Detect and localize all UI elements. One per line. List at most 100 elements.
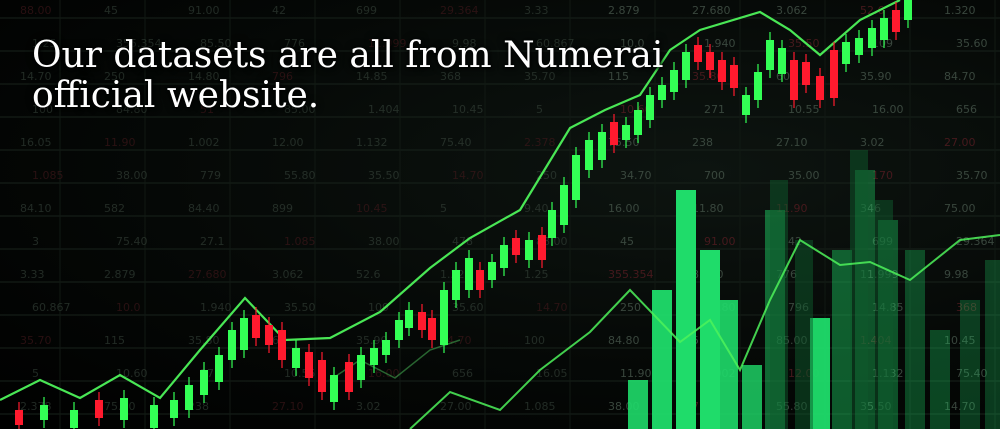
candle-body (694, 45, 702, 62)
candlestick (610, 114, 618, 153)
candlestick (560, 177, 568, 233)
volume-bar (810, 318, 830, 429)
candlestick (440, 282, 448, 353)
volume-bar (875, 200, 893, 429)
candle-body (330, 375, 338, 402)
ticker-label: 355.354 (608, 268, 654, 281)
candlestick (816, 68, 824, 108)
ticker-label: 1.25 (524, 268, 549, 281)
candle-body (855, 38, 863, 55)
candlestick (357, 347, 365, 388)
ticker-label: 1.940 (200, 301, 232, 314)
candle-body (278, 330, 286, 360)
ticker-label: 84.80 (608, 334, 640, 347)
candle-body (382, 340, 390, 355)
ticker-label: 776 (284, 37, 305, 50)
ticker-label: 14.85 (356, 70, 388, 83)
ticker-label: 91.00 (704, 235, 736, 248)
candle-body (70, 410, 78, 428)
ticker-label: 115 (104, 334, 125, 347)
candlestick (730, 57, 738, 96)
ticker-label: 14.70 (452, 169, 484, 182)
ticker-label: 5 (536, 103, 543, 116)
ticker-label: 3.02 (860, 136, 885, 149)
ticker-label: 52.6 (860, 4, 885, 17)
ticker-label: 250 (104, 70, 125, 83)
ticker-label: 14.70 (20, 70, 52, 83)
ticker-label: 3 (32, 235, 39, 248)
ticker-label: 11.90 (620, 367, 652, 380)
ticker-label: 75.40 (956, 367, 988, 380)
candle-body (525, 240, 533, 260)
candle-body (465, 258, 473, 290)
ticker-label: 699 (356, 4, 377, 17)
ticker-label: 100 (524, 334, 545, 347)
ticker-label: 52.6 (356, 268, 381, 281)
candle-body (440, 290, 448, 345)
candlestick (200, 362, 208, 403)
candlestick (185, 377, 193, 418)
candle-body (868, 28, 876, 48)
candle-body (512, 238, 520, 255)
candlestick (428, 310, 436, 348)
ticker-label: 35.00 (788, 169, 820, 182)
candle-body (185, 385, 193, 410)
candlestick (465, 250, 473, 298)
ticker-label: 2.378 (524, 136, 556, 149)
candlestick (892, 2, 900, 40)
ticker-label: 355.354 (116, 37, 162, 50)
ticker-label: 75.40 (116, 235, 148, 248)
ticker-label: 3.062 (776, 4, 808, 17)
ticker-label: 35.70 (956, 169, 988, 182)
candle-body (766, 40, 774, 70)
candlestick (418, 304, 426, 338)
candle-body (405, 310, 413, 328)
candlestick (395, 312, 403, 348)
candlestick (706, 44, 714, 78)
ticker-label: 5 (440, 202, 447, 215)
candlestick (742, 87, 750, 123)
ticker-label: 10.55 (788, 103, 820, 116)
ticker-label: 35.70 (20, 334, 52, 347)
volume-bar (795, 240, 813, 429)
trend-line (409, 234, 1000, 429)
ticker-label: 60.867 (32, 301, 71, 314)
ticker-label: 55.80 (284, 169, 316, 182)
candlestick (278, 322, 286, 368)
candlestick (855, 30, 863, 63)
ticker-label: 109 (872, 37, 893, 50)
candlestick (904, 0, 912, 28)
candle-body (345, 362, 353, 392)
candlestick (754, 64, 762, 108)
ticker-label: 3.33 (20, 268, 45, 281)
candle-body (816, 76, 824, 100)
candlestick (305, 344, 313, 386)
candle-body (150, 405, 158, 428)
candle-body (658, 85, 666, 100)
candlestick (318, 352, 326, 400)
candlestick (682, 44, 690, 88)
candle-body (754, 72, 762, 100)
candlestick (330, 367, 338, 410)
candlestick (292, 340, 300, 376)
volume-bar (770, 180, 788, 429)
ticker-label: 42 (272, 4, 286, 17)
candlestick (70, 402, 78, 429)
ticker-label: 27.1 (200, 235, 225, 248)
candlestick (646, 87, 654, 128)
candlestick (452, 262, 460, 308)
candle-body (730, 65, 738, 88)
ticker-label: 2.879 (104, 268, 136, 281)
ticker-label: 27.680 (692, 4, 731, 17)
candlestick (240, 310, 248, 358)
candlestick (658, 77, 666, 108)
ticker-label: 3.33 (524, 4, 549, 17)
candle-body (120, 398, 128, 420)
ticker-label: 12.00 (272, 136, 304, 149)
candle-body (802, 62, 810, 85)
volume-bar (960, 300, 980, 429)
candlestick (830, 42, 838, 106)
candle-body (598, 132, 606, 160)
ticker-label: 35.50 (368, 169, 400, 182)
